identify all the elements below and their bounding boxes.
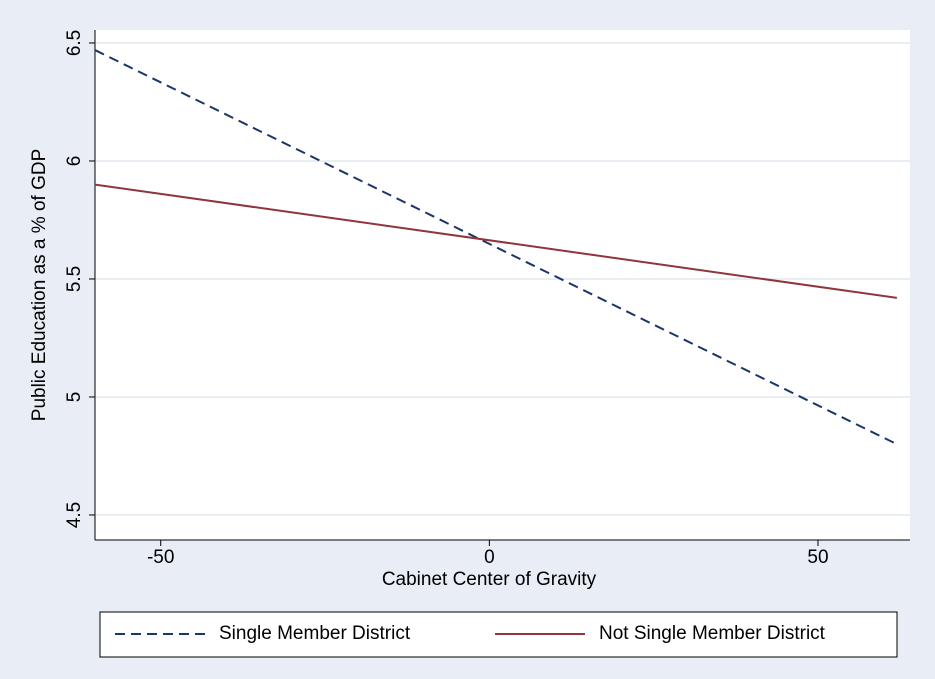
x-tick-label: 50	[807, 547, 828, 568]
y-tick-label: 6	[64, 156, 85, 167]
y-tick-label: 4.5	[64, 502, 85, 528]
x-tick-label: -50	[147, 547, 174, 568]
legend-label: Single Member District	[219, 623, 411, 644]
series-line	[94, 49, 898, 446]
series-line	[94, 183, 897, 299]
legend-label: Not Single Member District	[599, 623, 826, 644]
y-tick-label: 5	[64, 392, 85, 403]
y-axis-label: Public Education as a % of GDP	[29, 149, 50, 421]
x-axis-label: Cabinet Center of Gravity	[382, 569, 597, 590]
y-tick-label: 6.5	[64, 30, 85, 56]
x-tick-label: 0	[484, 547, 495, 568]
y-tick-label: 5.5	[64, 266, 85, 292]
plot-area	[95, 30, 910, 540]
